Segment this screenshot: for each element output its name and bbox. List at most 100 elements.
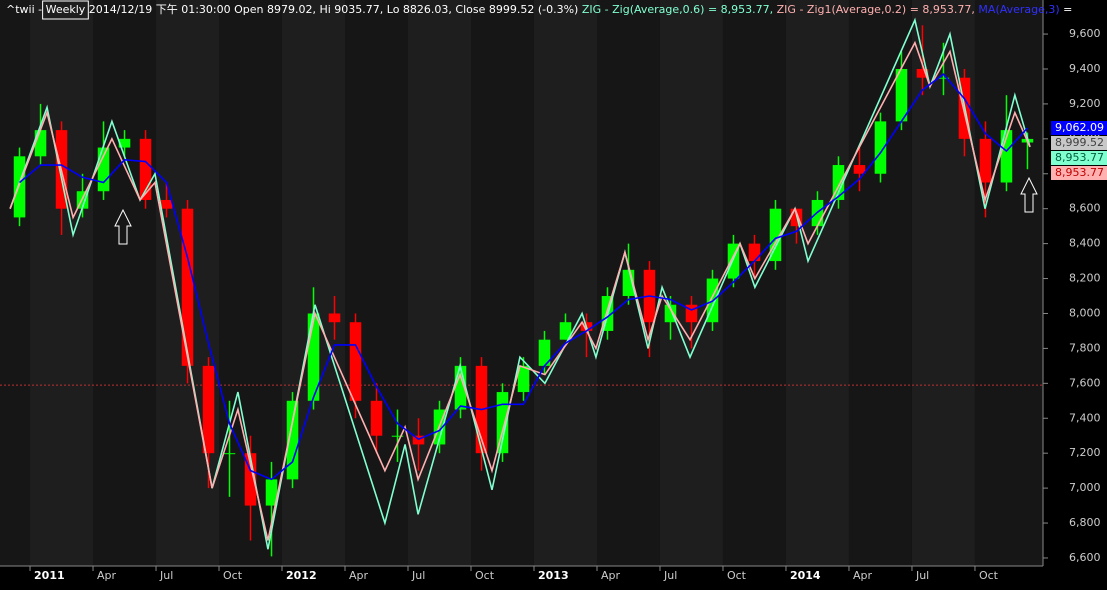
last-value-label: 8,953.77 [1055,166,1104,179]
candle-body [727,243,740,279]
x-tick-label: Apr [853,569,873,582]
x-tick-label: Oct [979,569,999,582]
candle-body [34,130,47,157]
candle-body [160,199,173,209]
x-tick-label: Apr [349,569,369,582]
indicator-line [9,40,1031,541]
y-axis-area [1043,0,1107,586]
header-bg [0,0,1043,20]
candle-body [349,322,362,401]
header: ^twii - Weekly 2014/12/19 下午 01:30:00 Op… [6,3,1072,16]
y-tick-label: 9,400 [1069,62,1101,75]
indicator-line [9,17,1031,550]
y-tick-label: 7,000 [1069,481,1101,494]
candle-body [748,243,761,262]
y-tick-label: 9,200 [1069,97,1101,110]
header-text: ZIG - Zig1(Average,0.2) = 8,953.77, [777,3,979,16]
candle-body [370,400,383,436]
candle-body [496,392,509,454]
candle-body [328,313,341,323]
candle-body [664,304,677,323]
candle-body [97,147,110,192]
header-box [0,0,1043,20]
y-tick-label: 7,800 [1069,341,1101,354]
last-value-badge [1051,165,1107,180]
band [533,0,597,566]
header-text: = [1060,3,1073,16]
header-text: 2014/12/19 下午 01:30:00 Open 8979.02, Hi … [85,3,582,16]
y-tick-label: 6,600 [1069,551,1101,564]
last-value-badge [1051,135,1107,150]
last-value-label: 9,062.09 [1055,121,1104,134]
x-tick-label: Apr [97,569,117,582]
band [408,0,471,566]
x-tick-label: Oct [475,569,495,582]
band [0,0,31,566]
band [345,0,409,566]
candle-body [937,77,950,79]
candle-body [832,165,845,200]
candle-body [118,138,131,148]
candle-body [916,68,929,78]
indicator-line [19,73,1029,481]
last-value-label: 8,999.52 [1055,136,1104,149]
x-tick-label: Oct [727,569,747,582]
x-tick-label: Jul [663,569,677,582]
band [93,0,157,566]
candle-body [223,453,236,455]
last-value-badge [1051,150,1107,165]
candle-body [454,365,467,410]
x-tick-label: 2013 [538,569,569,582]
x-tick-label: Oct [223,569,243,582]
band [470,0,534,566]
y-tick-label: 6,800 [1069,516,1101,529]
candle-body [286,400,299,480]
y-tick-label: 8,200 [1069,272,1101,285]
candle-body [538,339,551,366]
band [785,0,849,566]
arrow-up [114,208,132,245]
candle-body [874,121,887,174]
header-box-frame [42,0,89,20]
y-tick-label: 8,600 [1069,202,1101,215]
y-tick-label: 8,000 [1069,306,1101,319]
last-value-label: 8,953.77 [1055,151,1104,164]
candle-body [13,156,26,218]
candle-body [685,304,698,323]
x-tick-label: Apr [601,569,621,582]
candle-body [1000,130,1013,183]
band [974,0,1043,566]
candle-body [181,208,194,366]
last-value-badge [1051,120,1107,135]
x-tick-label: 2014 [790,569,821,582]
arrow-up [1020,176,1038,213]
y-tick-label: 7,600 [1069,376,1101,389]
header-text: ^twii - [6,3,46,16]
header-text: MA(Average,3) [978,3,1059,16]
x-tick-label: 2012 [286,569,317,582]
bands [0,0,1043,566]
candle-body [769,208,782,262]
candle-body [244,453,257,506]
band [30,0,94,566]
y-tick-label: 7,200 [1069,446,1101,459]
y-tick-label: 7,400 [1069,411,1101,424]
y-tick-label: 9,600 [1069,27,1101,40]
x-axis-area [0,566,1107,586]
candle-body [391,435,404,437]
axes: 2011 Apr Jul Oct 2012 Apr Jul Oct 2013 Apr Jul Oct 2… [29,27,1107,582]
candle-body [139,138,152,200]
header-text: Weekly [46,3,86,16]
candle-body [307,313,320,401]
x-tick-label: Jul [411,569,425,582]
x-tick-label: 2011 [34,569,65,582]
candle-body [895,68,908,122]
candle-body [412,435,425,445]
candle-body [853,165,866,174]
y-tick-label: 8,400 [1069,237,1101,250]
candle-body [979,138,992,183]
plot [0,17,1043,557]
candle-body [265,479,278,506]
